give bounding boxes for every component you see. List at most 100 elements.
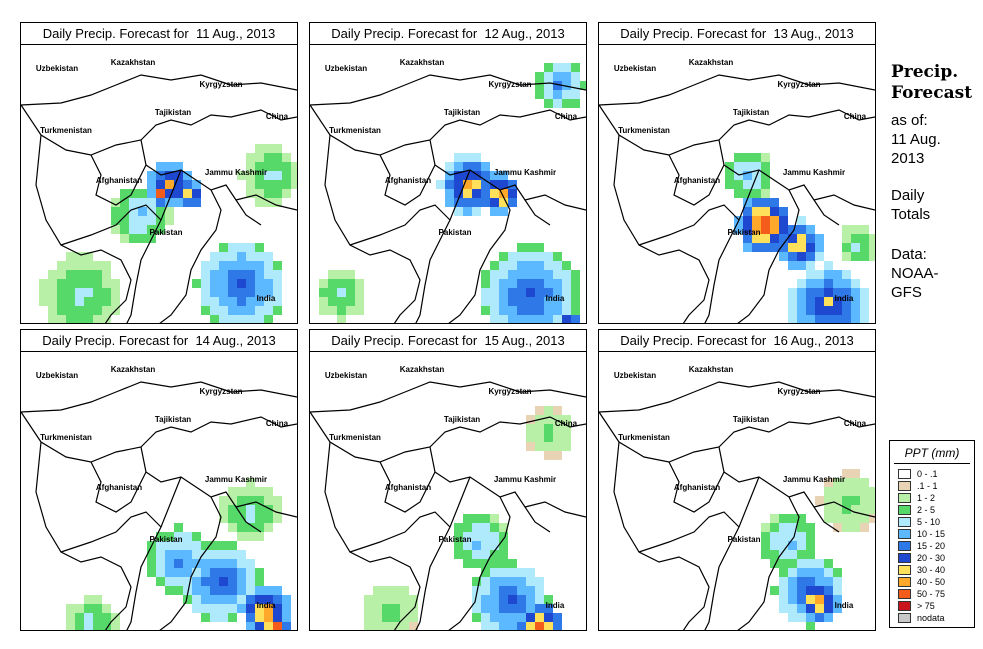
precip-cell	[734, 153, 743, 162]
precip-cell	[174, 532, 183, 541]
precip-cell	[770, 523, 779, 532]
precip-cell	[201, 541, 210, 550]
legend-label: 2 - 5	[917, 504, 936, 515]
precip-cell	[237, 288, 246, 297]
precip-cell	[770, 234, 779, 243]
country-label: China	[266, 112, 289, 121]
precip-cell	[147, 189, 156, 198]
precip-cell	[156, 532, 165, 541]
precip-cell	[264, 496, 273, 505]
precip-cell	[273, 270, 282, 279]
precip-cell	[526, 315, 535, 323]
precip-cell	[174, 180, 183, 189]
precip-cell	[517, 586, 526, 595]
legend-item: 1 - 2	[898, 492, 935, 503]
precip-cell	[544, 99, 553, 108]
precip-cell	[291, 171, 297, 180]
precip-cell	[851, 469, 860, 478]
precip-cell	[463, 198, 472, 207]
country-label: Kazakhstan	[689, 58, 734, 67]
forecast-panel-3: Daily Precip. Forecast for 13 Aug., 2013…	[598, 22, 876, 324]
country-label: Pakistan	[728, 535, 761, 544]
precip-cell	[111, 297, 120, 306]
precip-cell	[228, 523, 237, 532]
precip-cell	[860, 297, 869, 306]
precip-cell	[255, 514, 264, 523]
precip-cell	[490, 577, 499, 586]
precip-cell	[463, 162, 472, 171]
precip-cell	[481, 171, 490, 180]
precip-cell	[174, 568, 183, 577]
precip-cell	[851, 288, 860, 297]
precip-cell	[255, 523, 264, 532]
legend-label: 50 - 75	[917, 588, 946, 599]
precip-cell	[228, 487, 237, 496]
precip-cell	[93, 261, 102, 270]
precip-cell	[806, 315, 815, 323]
precip-cell	[156, 162, 165, 171]
precip-cell	[120, 216, 129, 225]
precip-cell	[725, 171, 734, 180]
precip-cell	[273, 279, 282, 288]
precip-cell	[562, 99, 571, 108]
country-border	[140, 446, 262, 533]
precip-cell	[824, 478, 833, 487]
precip-cell	[869, 496, 875, 505]
precip-cell	[328, 279, 337, 288]
country-label: Afghanistan	[96, 176, 142, 185]
precip-cell	[490, 315, 499, 323]
precip-cell	[797, 532, 806, 541]
country-border	[60, 204, 162, 246]
precip-cell	[192, 604, 201, 613]
precip-cell	[824, 306, 833, 315]
precip-cell	[246, 514, 255, 523]
precip-cell	[526, 622, 535, 630]
precip-cell	[481, 162, 490, 171]
precip-cell	[571, 315, 580, 323]
precip-cell	[355, 279, 364, 288]
precip-cell	[400, 595, 409, 604]
precip-cell	[102, 613, 111, 622]
precip-cell	[454, 171, 463, 180]
precip-cell	[111, 216, 120, 225]
precip-cell	[788, 523, 797, 532]
precip-cell	[553, 81, 562, 90]
precip-cell	[282, 171, 291, 180]
precip-cell	[255, 306, 264, 315]
precip-cell	[255, 261, 264, 270]
precip-cell	[219, 315, 228, 323]
precip-cell	[291, 180, 297, 189]
precip-cell	[57, 315, 66, 323]
precip-cell	[246, 180, 255, 189]
precip-cell	[364, 595, 373, 604]
legend-label: 15 - 20	[917, 540, 946, 551]
precip-cell	[102, 604, 111, 613]
precip-cell	[508, 586, 517, 595]
precip-cell	[761, 550, 770, 559]
precip-cell	[264, 297, 273, 306]
precip-cell	[255, 288, 264, 297]
precip-cell	[553, 261, 562, 270]
precip-cell	[156, 225, 165, 234]
precip-cell	[337, 297, 346, 306]
precip-cell	[508, 252, 517, 261]
precip-cell	[833, 288, 842, 297]
precip-cell	[842, 469, 851, 478]
precip-cell	[860, 505, 869, 514]
precip-cell	[183, 541, 192, 550]
precip-cell	[725, 162, 734, 171]
precip-cell	[481, 532, 490, 541]
precip-cell	[544, 442, 553, 451]
precip-cell	[842, 478, 851, 487]
precip-cell	[815, 297, 824, 306]
precip-cell	[264, 288, 273, 297]
precip-cell	[490, 604, 499, 613]
precip-cell	[499, 252, 508, 261]
precip-cell	[255, 604, 264, 613]
precip-cell	[454, 541, 463, 550]
precip-cell	[219, 297, 228, 306]
precip-cell	[481, 613, 490, 622]
precip-cell	[246, 568, 255, 577]
precip-cell	[273, 586, 282, 595]
precip-cell	[463, 559, 472, 568]
